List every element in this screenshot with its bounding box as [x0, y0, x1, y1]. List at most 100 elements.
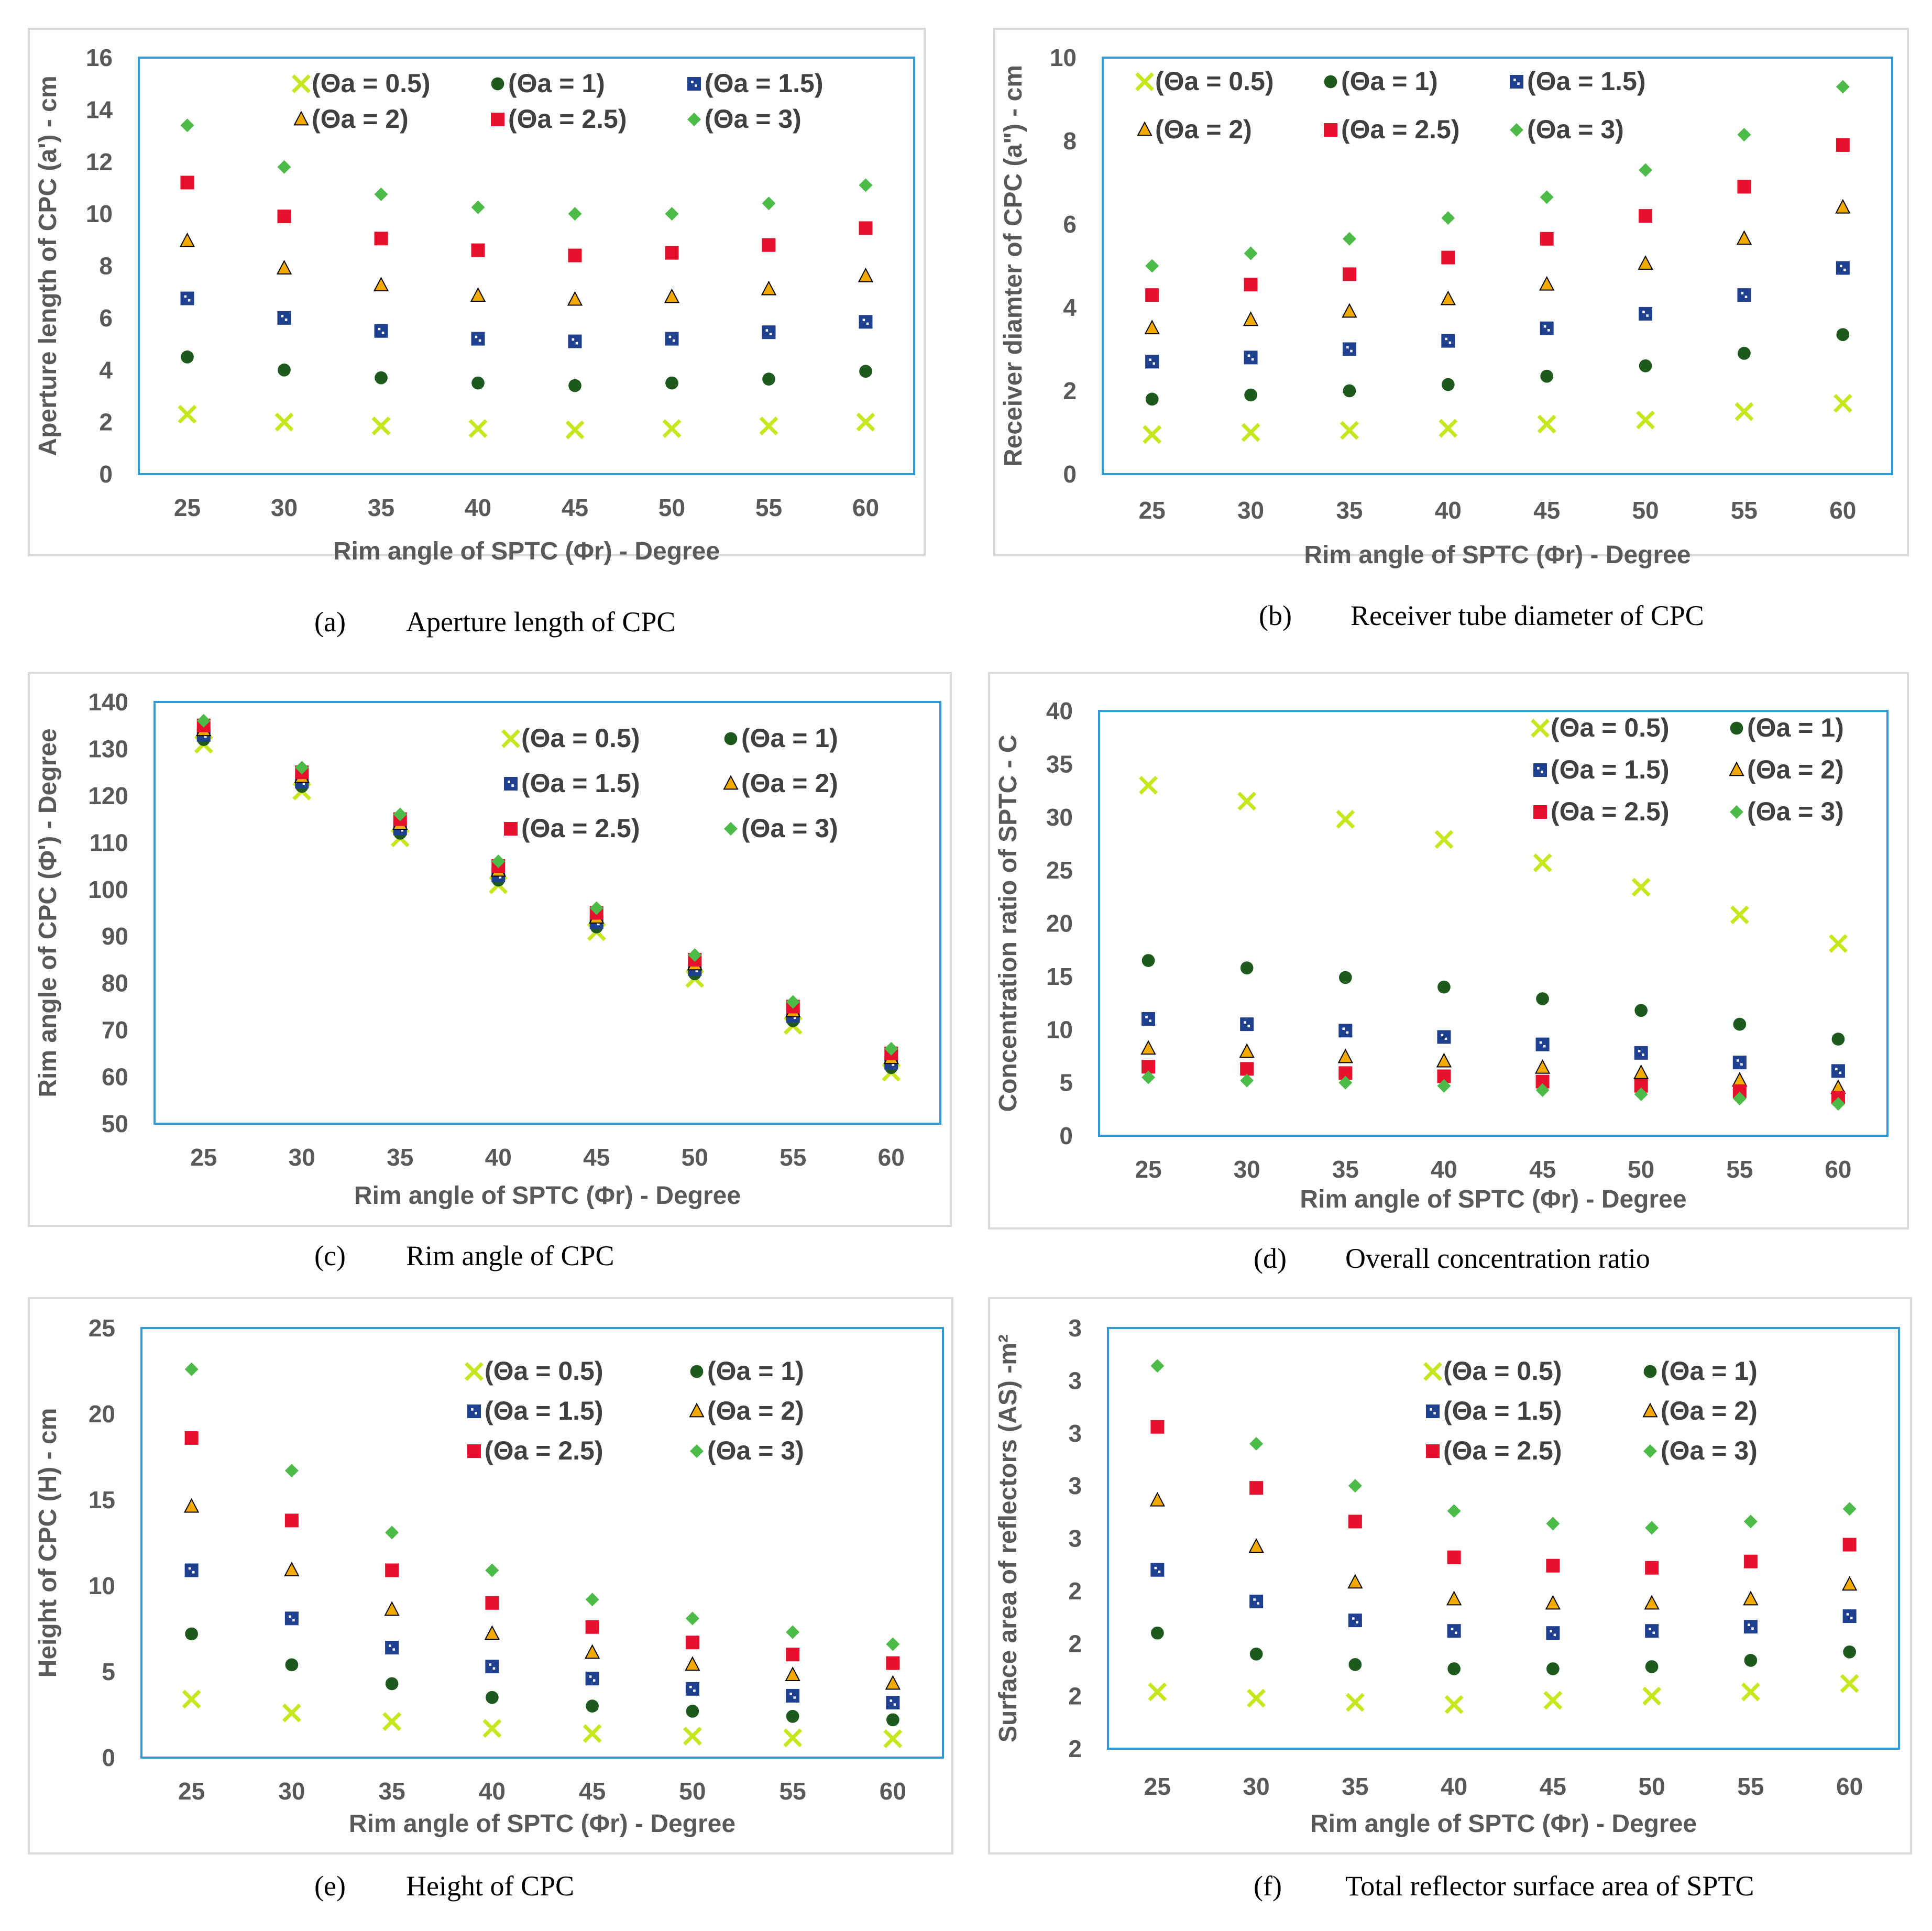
panel-b-data-point [1244, 350, 1258, 365]
panel-d-data-point [1828, 934, 1848, 953]
panel-a-legend-label: (Θa = 1) [508, 69, 605, 98]
panel-d-x-tick-label: 45 [1529, 1156, 1556, 1183]
panel-a-data-point [568, 248, 582, 262]
panel-e-data-point [282, 1703, 301, 1722]
panel-a-series-3 [180, 291, 873, 348]
panel-b-data-point [1835, 199, 1851, 214]
panel-d-x-tick-label: 25 [1135, 1156, 1161, 1183]
panel-e-y-axis-title: Height of CPC (H) - cm [34, 1408, 62, 1678]
panel-a-data-point [858, 267, 874, 282]
panel-a-y-tick-label: 8 [99, 253, 113, 280]
panel-b-caption: Receiver tube diameter of CPC [1351, 600, 1704, 631]
panel-a-y-tick-label: 12 [86, 148, 113, 175]
panel-f-data-point [1249, 1436, 1264, 1451]
panel-e-data-point [185, 1627, 198, 1641]
panel-f-frame [988, 1297, 1912, 1855]
panel-a-data-point [762, 196, 776, 211]
panel-e-data-point [485, 1660, 499, 1674]
panel-a-data-point [373, 277, 389, 292]
panel-f-data-point [1249, 1594, 1264, 1608]
panel-b-data-point [1241, 423, 1260, 442]
panel-f-plot-area [1107, 1327, 1900, 1750]
panel-b-data-point [1836, 261, 1850, 275]
panel-f-x-tick-label: 50 [1639, 1773, 1665, 1800]
panel-d-data-point [1434, 830, 1454, 849]
panel-d-x-tick-label: 50 [1628, 1156, 1654, 1183]
panel-a-series-1 [178, 404, 875, 440]
panel-b-data-point [1145, 288, 1159, 302]
panel-c-y-tick-label: 110 [90, 829, 128, 856]
panel-f-legend-marker [1426, 1444, 1440, 1458]
panel-a-series-6 [180, 118, 873, 221]
panel-c-data-point [589, 901, 603, 915]
panel-b-legend-marker [1324, 123, 1337, 137]
panel-e-data-point [886, 1637, 900, 1651]
panel-f-data-point [1543, 1691, 1563, 1710]
panel-a-data-point [565, 420, 585, 440]
panel-d-y-tick-label: 30 [1046, 804, 1073, 831]
panel-b-data-point [1639, 306, 1653, 321]
panel-a-legend-label: (Θa = 3) [705, 104, 802, 134]
panel-f-data-point [1644, 1595, 1660, 1610]
panel-b-series-3 [1145, 261, 1850, 369]
panel-e-data-point [586, 1699, 599, 1713]
panel-d-series-3 [1141, 1012, 1845, 1078]
panel-c-legend-label: (Θa = 3) [741, 814, 838, 843]
panel-f-data-point [1150, 1563, 1165, 1577]
panel-d-legend-marker [1531, 719, 1550, 738]
panel-e-data-point [585, 1593, 599, 1607]
panel-d-legend-marker [1730, 721, 1743, 735]
panel-b-x-tick-label: 40 [1435, 497, 1462, 524]
panel-f-data-point [1741, 1682, 1760, 1702]
panel-a-data-point [180, 175, 194, 190]
panel-e-legend-label: (Θa = 1) [707, 1356, 804, 1386]
panel-f-x-tick-label: 45 [1540, 1773, 1566, 1800]
panel-f-data-point [1348, 1614, 1362, 1628]
panel-b-x-axis-title: Rim angle of SPTC (Φr) - Degree [1304, 541, 1690, 569]
panel-b-data-point [1244, 278, 1258, 292]
panel-e-y-tick-label: 5 [102, 1658, 115, 1685]
panel-d-data-point [1338, 971, 1352, 984]
panel-a-legend-label: (Θa = 2) [312, 104, 409, 134]
panel-d-data-point [1633, 1064, 1649, 1079]
panel-a-x-tick-label: 25 [174, 494, 201, 521]
panel-d-data-point [1634, 1046, 1648, 1060]
panel-d-data-point [1141, 954, 1155, 967]
panel-b-data-point [1540, 190, 1554, 204]
panel-f-caption: Total reflector surface area of SPTC [1345, 1870, 1754, 1902]
panel-e-y-tick-label: 15 [89, 1486, 115, 1513]
panel-f-data-point [1249, 1647, 1263, 1661]
panel-f-legend-label: (Θa = 1) [1661, 1356, 1758, 1386]
panel-b: 0 2 4 6 8 10 25 30 35 40 45 50 55 60 Rim angle of SPTC… [993, 28, 1909, 569]
panel-f-series-4 [1149, 1491, 1858, 1610]
panel-e-data-point [585, 1672, 599, 1686]
panel-b-data-point [1143, 425, 1162, 444]
panel-f-data-point [1842, 1538, 1857, 1552]
panel-e-data-point [385, 1526, 399, 1540]
panel-f-y-tick-label: 3 [1068, 1420, 1082, 1447]
panel-e-data-point [786, 1688, 800, 1703]
panel-a-data-point [568, 207, 582, 221]
panel-a-x-axis-title: Rim angle of SPTC (Φr) - Degree [333, 537, 720, 565]
panel-f-x-axis-title: Rim angle of SPTC (Φr) - Degree [1310, 1810, 1697, 1838]
panel-c-x-tick-label: 55 [780, 1144, 806, 1171]
panel-c-y-tick-label: 50 [102, 1110, 128, 1137]
panel-d-y-tick-label: 25 [1046, 857, 1073, 884]
panel-e-legend-label: (Θa = 2.5) [485, 1436, 603, 1465]
panel-f-y-tick-label: 2 [1068, 1630, 1082, 1657]
panel-d-legend-label: (Θa = 1.5) [1551, 755, 1670, 784]
panel-e-data-point [885, 1675, 901, 1690]
panel-d-data-point [1139, 775, 1158, 795]
panel-b-data-point [1145, 392, 1159, 406]
panel-f-data-point [1447, 1550, 1461, 1564]
panel-b-data-point [1836, 138, 1850, 152]
panel-f-data-point [1249, 1481, 1264, 1495]
panel-f-x-tick-label: 25 [1144, 1773, 1171, 1800]
panel-f-data-point [1348, 1479, 1362, 1493]
panel-e-data-point [482, 1719, 502, 1738]
panel-d-data-point [1730, 905, 1749, 925]
panel-a-series-4 [179, 232, 874, 306]
panel-d-data-point [1534, 1059, 1551, 1074]
panel-b-data-point [1833, 393, 1852, 413]
panel-d-data-point [1240, 1062, 1254, 1076]
